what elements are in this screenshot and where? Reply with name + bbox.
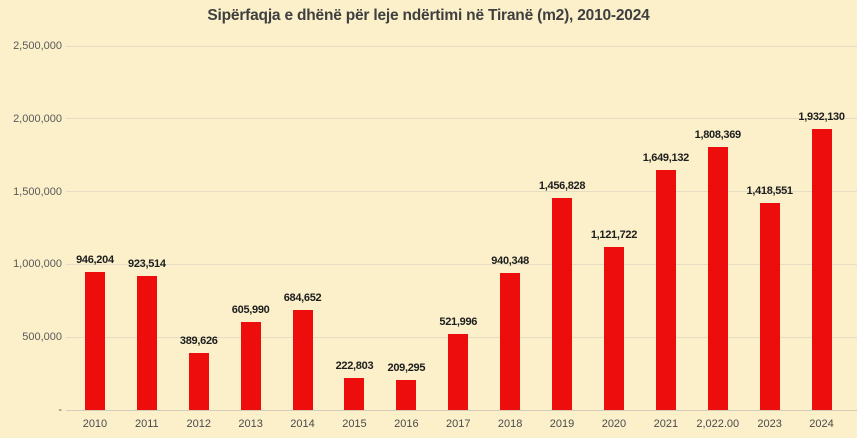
- bar-2010: [84, 272, 105, 410]
- bar-2015: [344, 377, 365, 410]
- chart-title: Sipërfaqja e dhënë për leje ndërtimi në …: [207, 7, 650, 24]
- x-axis-tick-label: 2017: [446, 418, 471, 430]
- bar-value-label: 1,808,369: [694, 128, 742, 141]
- x-axis-tick-label: 2021: [653, 418, 679, 430]
- bar-2019: [552, 197, 573, 410]
- bar-value-label: 222,803: [335, 359, 374, 372]
- y-axis-tick-label: 2,500,000: [13, 40, 62, 52]
- x-axis-tick-label: 2019: [549, 418, 575, 430]
- x-axis-tick-label: 2016: [394, 418, 419, 430]
- bar-2023: [759, 203, 780, 410]
- x-axis-tick-label: 2011: [135, 418, 159, 430]
- bar-2,022.00: [707, 146, 728, 410]
- bar-2020: [603, 246, 624, 410]
- x-axis-tick-label: 2015: [342, 418, 367, 430]
- bar-value-label: 684,652: [283, 292, 322, 305]
- bar-2016: [396, 379, 417, 410]
- x-axis-tick-label: 2010: [82, 418, 108, 430]
- bar-2024: [811, 128, 832, 410]
- x-axis-tick-label: 2018: [497, 418, 523, 430]
- x-axis-line: [66, 410, 857, 411]
- bar-value-label: 521,996: [439, 315, 478, 328]
- bar-value-label: 946,204: [76, 254, 114, 267]
- gridline: [66, 45, 857, 47]
- bar-value-label: 1,932,130: [798, 110, 845, 123]
- bar-value-label: 1,121,722: [590, 228, 638, 241]
- x-axis-tick-label: 2013: [238, 418, 263, 430]
- x-axis-tick-label: 2020: [601, 418, 627, 430]
- bar-value-label: 940,348: [491, 255, 529, 268]
- bar-2018: [500, 273, 521, 410]
- bar-2013: [240, 321, 261, 410]
- bar-value-label: 605,990: [231, 303, 270, 316]
- y-axis-tick-label: 500,000: [22, 331, 62, 344]
- x-axis-tick-label: 2024: [809, 418, 834, 430]
- y-axis-tick-label: 1,500,000: [13, 185, 62, 198]
- gridline: [66, 191, 857, 193]
- bar-value-label: 923,514: [128, 257, 166, 270]
- y-axis-tick-label: -: [58, 404, 62, 416]
- x-axis-tick-label: 2014: [290, 418, 315, 430]
- bar-2021: [655, 169, 676, 410]
- gridline: [66, 263, 857, 265]
- bar-value-label: 1,418,551: [746, 185, 794, 198]
- bar-value-label: 1,456,828: [538, 179, 586, 192]
- x-axis-tick-label: 2023: [757, 418, 782, 430]
- bar-value-label: 1,649,132: [642, 151, 690, 164]
- x-axis-tick-label: 2,022.00: [696, 418, 740, 430]
- y-axis-tick-label: 2,000,000: [13, 112, 62, 125]
- bar-2017: [448, 333, 469, 410]
- bar-value-label: 389,626: [179, 335, 218, 348]
- x-axis-tick-label: 2012: [186, 418, 211, 430]
- bar-value-label: 209,295: [387, 361, 426, 374]
- bar-2011: [136, 275, 157, 410]
- bar-2014: [292, 310, 313, 410]
- gridline: [66, 118, 857, 120]
- y-axis-tick-label: 1,000,000: [13, 258, 62, 271]
- bar-2012: [188, 353, 209, 410]
